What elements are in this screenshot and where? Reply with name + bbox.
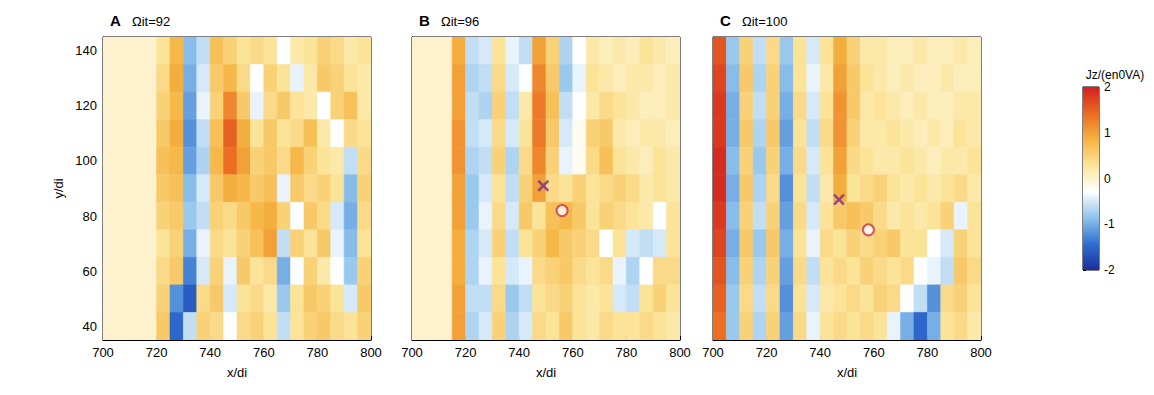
svg-text:-2: -2 <box>1104 263 1115 277</box>
svg-text:140: 140 <box>75 43 97 58</box>
svg-text:700: 700 <box>702 345 724 360</box>
svg-text:800: 800 <box>970 345 992 360</box>
svg-text:800: 800 <box>360 345 382 360</box>
svg-text:760: 760 <box>253 345 275 360</box>
svg-text:x/di: x/di <box>536 365 556 380</box>
svg-text:2: 2 <box>1104 80 1111 94</box>
svg-text:-1: -1 <box>1104 217 1115 231</box>
svg-text:Jz/(en0VA): Jz/(en0VA) <box>1086 68 1144 82</box>
svg-text:B: B <box>419 12 430 29</box>
svg-text:800: 800 <box>669 345 691 360</box>
svg-text:A: A <box>110 12 121 29</box>
svg-text:720: 720 <box>455 345 477 360</box>
svg-text:1: 1 <box>1104 126 1111 140</box>
svg-text:0: 0 <box>1104 172 1111 186</box>
svg-text:60: 60 <box>83 264 97 279</box>
svg-text:760: 760 <box>562 345 584 360</box>
svg-text:C: C <box>720 12 731 29</box>
svg-text:740: 740 <box>508 345 530 360</box>
svg-text:Ωit=100: Ωit=100 <box>742 14 788 29</box>
svg-text:760: 760 <box>863 345 885 360</box>
svg-text:780: 780 <box>917 345 939 360</box>
svg-text:x/di: x/di <box>837 365 857 380</box>
svg-text:700: 700 <box>401 345 423 360</box>
svg-text:720: 720 <box>146 345 168 360</box>
svg-text:Ωit=96: Ωit=96 <box>441 14 479 29</box>
svg-text:720: 720 <box>756 345 778 360</box>
svg-text:100: 100 <box>75 153 97 168</box>
svg-text:120: 120 <box>75 98 97 113</box>
svg-text:780: 780 <box>307 345 329 360</box>
svg-text:40: 40 <box>83 319 97 334</box>
svg-text:780: 780 <box>616 345 638 360</box>
svg-text:x/di: x/di <box>227 365 247 380</box>
svg-text:700: 700 <box>92 345 114 360</box>
svg-text:Ωit=92: Ωit=92 <box>132 14 170 29</box>
svg-text:740: 740 <box>199 345 221 360</box>
svg-text:y/di: y/di <box>51 178 66 198</box>
svg-text:740: 740 <box>809 345 831 360</box>
svg-text:80: 80 <box>83 209 97 224</box>
